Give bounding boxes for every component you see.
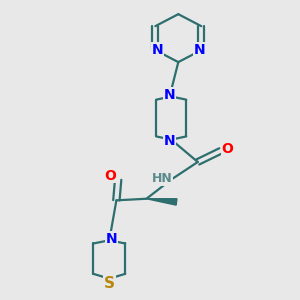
Text: N: N [105, 232, 117, 246]
Text: N: N [194, 43, 205, 57]
Text: S: S [104, 276, 115, 291]
Text: N: N [151, 43, 163, 57]
Text: O: O [104, 169, 116, 183]
Text: HN: HN [152, 172, 173, 185]
Text: N: N [164, 88, 175, 102]
Text: N: N [164, 134, 175, 148]
Text: O: O [221, 142, 233, 156]
Polygon shape [146, 199, 177, 205]
